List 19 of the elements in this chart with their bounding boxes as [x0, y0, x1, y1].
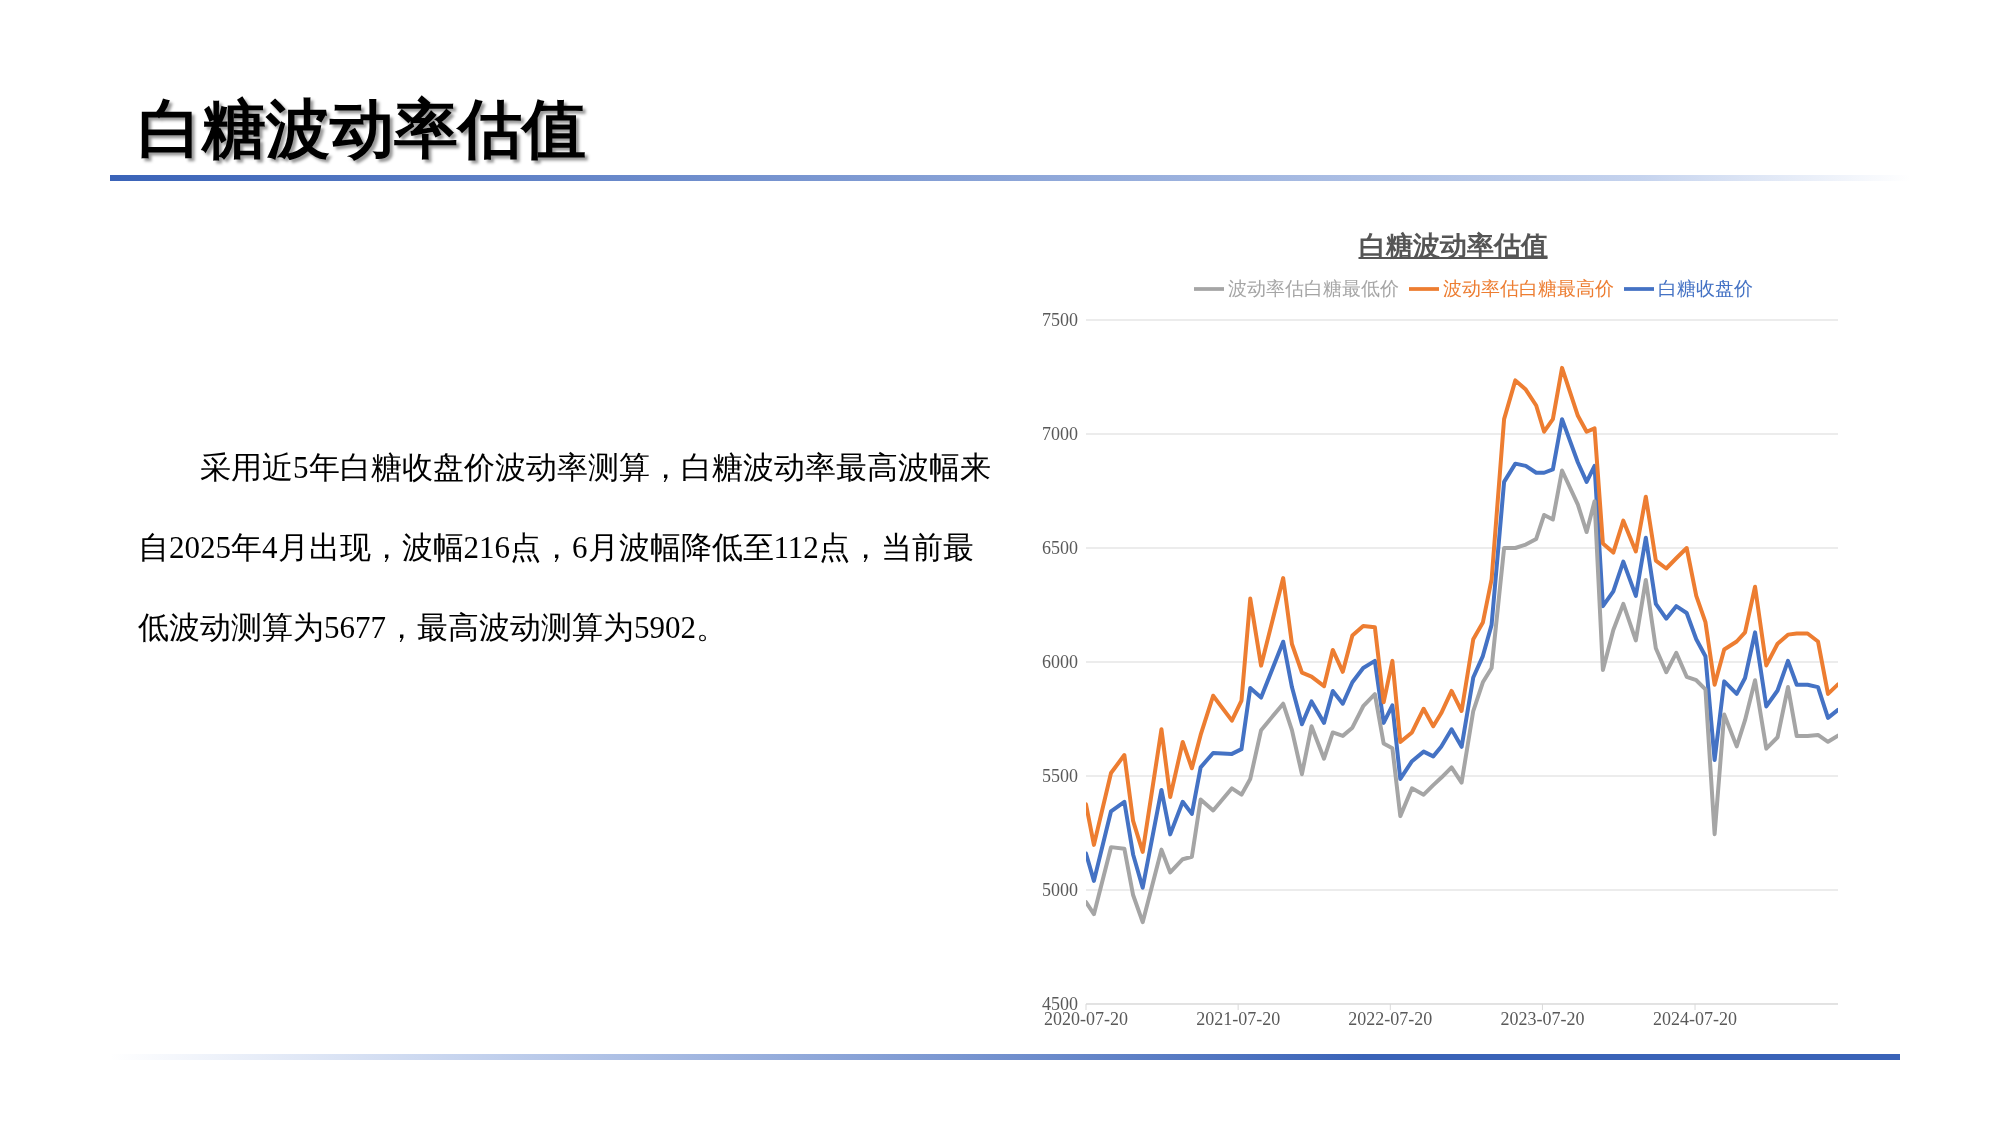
line-series	[1086, 417, 1838, 890]
legend-label: 波动率估白糖最低价	[1227, 276, 1399, 299]
x-tick-label: 2021-07-20	[1196, 1008, 1281, 1029]
y-tick-label: 7500	[1042, 310, 1078, 331]
y-tick-label: 6000	[1042, 652, 1078, 673]
y-tick-label: 5000	[1042, 880, 1078, 901]
chart-subtitle: 白糖波动率估值	[1357, 229, 1549, 263]
line-series	[1086, 365, 1838, 854]
legend-label: 白糖收盘价	[1657, 276, 1753, 299]
y-tick-label: 5500	[1042, 766, 1078, 787]
y-tick-label: 6500	[1042, 538, 1078, 559]
legend-label: 波动率估白糖最高价	[1442, 276, 1614, 299]
x-tick-label: 2023-07-20	[1500, 1008, 1585, 1029]
text: 采用近5年白糖收盘价波动率测算，白糖波动率最高波幅来自2025年4月出现，波幅216点，6月波幅降低至112点，当前最低波动测算为5677，最高波动测算为5902。	[138, 450, 991, 645]
y-tick-label: 7000	[1042, 424, 1078, 445]
x-tick-label: 2024-07-20	[1653, 1008, 1738, 1029]
text: 白糖波动率估值	[138, 91, 586, 168]
line-series	[1086, 468, 1838, 925]
x-tick-label: 2022-07-20	[1348, 1008, 1433, 1029]
